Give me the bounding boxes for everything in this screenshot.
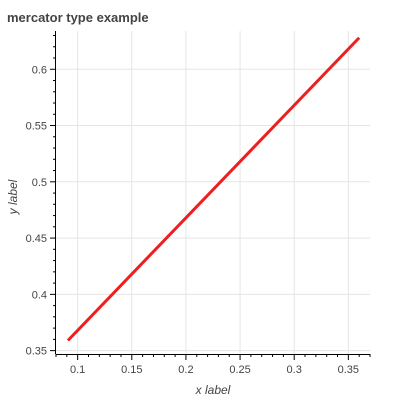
y-axis-label: y label [6, 179, 20, 215]
y-tick-label-1: 0.4 [32, 289, 47, 301]
axes: 0.1 0.15 0.2 0.25 0.3 0.35 0.35 0.4 0.45 0.5 0.55 0… [26, 31, 371, 376]
y-tick-label-5: 0.6 [32, 64, 47, 76]
series-layer [66, 36, 361, 342]
grid [56, 31, 370, 354]
y-tick-label-3: 0.5 [32, 177, 47, 189]
x-tick-label-0: 0.1 [70, 364, 85, 376]
y-tick-label-4: 0.55 [26, 121, 47, 133]
x-tick-label-1: 0.15 [121, 364, 142, 376]
chart-title: mercator type example [7, 10, 149, 25]
y-tick-label-2: 0.45 [26, 233, 47, 245]
x-axis-label: x label [195, 383, 231, 397]
y-tick-label-0: 0.35 [26, 346, 47, 358]
x-tick-label-3: 0.25 [229, 364, 250, 376]
x-tick-label-5: 0.35 [338, 364, 359, 376]
x-tick-label-4: 0.3 [287, 364, 302, 376]
series-line-0 [66, 36, 361, 342]
x-tick-label-2: 0.2 [178, 364, 193, 376]
